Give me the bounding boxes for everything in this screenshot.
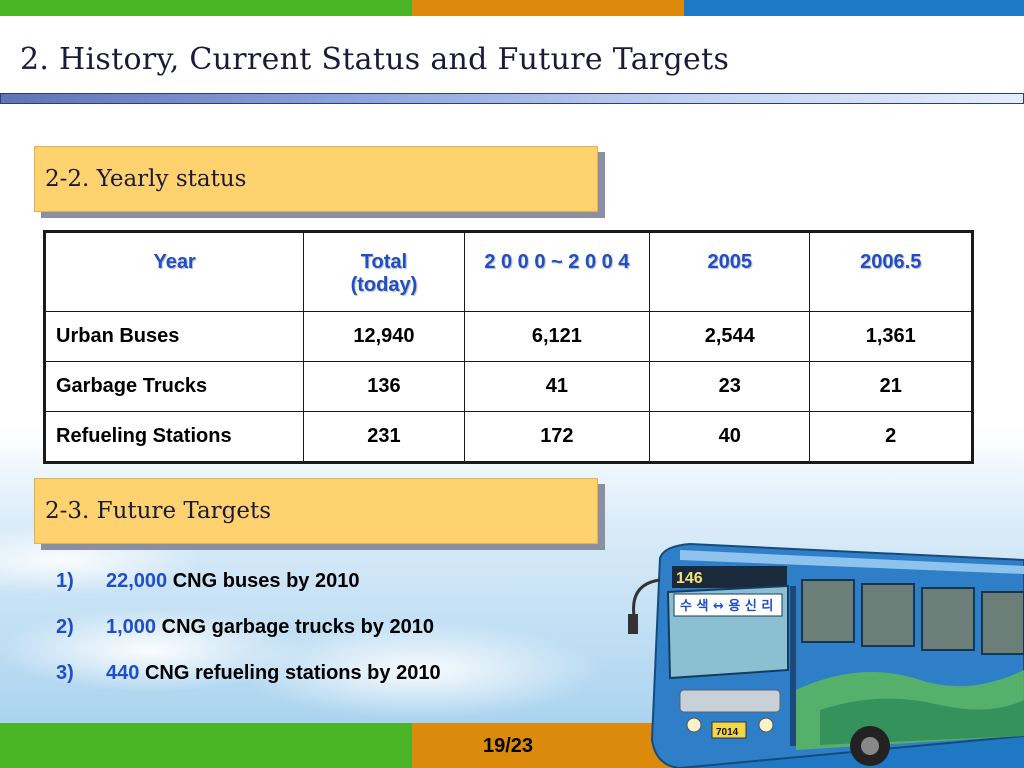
destination-sign-front	[673, 593, 783, 617]
license-plate	[711, 721, 747, 739]
cell-2000-2004: 6,121	[463, 311, 651, 362]
future-targets-heading: 2-3. Future Targets	[45, 498, 272, 524]
header-2005: 2005	[649, 231, 811, 312]
list-item: 2) 1,000 CNG garbage trucks by 2010	[56, 616, 441, 662]
top-bar-blue	[684, 0, 1024, 16]
future-targets-list: 1) 22,000 CNG buses by 2010 2) 1,000 CNG g…	[56, 570, 441, 708]
bus-illustration: 146 수 색 ↔ 용 신 리 7014	[628, 542, 1024, 768]
list-item: 3) 440 CNG refueling stations by 2010	[56, 662, 441, 708]
bottom-bar-green	[0, 723, 412, 768]
table-header-row: Year Total (today) 2 0 0 0 ~ 2 0 0 4 2005…	[43, 231, 973, 312]
cell-2005: 23	[649, 361, 811, 412]
slide-title: 2. History, Current Status and Future Ta…	[20, 42, 730, 77]
header-total-line2: (today)	[350, 274, 418, 296]
future-targets-heading-box: 2-3. Future Targets	[34, 478, 598, 544]
yearly-status-heading: 2-2. Yearly status	[45, 166, 247, 192]
header-2000-2004: 2 0 0 0 ~ 2 0 0 4	[463, 231, 651, 312]
row-label: Urban Buses	[43, 311, 305, 362]
header-year: Year	[43, 231, 305, 312]
top-color-bar	[0, 0, 1024, 16]
plate-number: 7014	[716, 727, 739, 738]
table-row: Refueling Stations 231 172 40 2	[43, 411, 973, 463]
yearly-status-heading-box: 2-2. Yearly status	[34, 146, 598, 212]
item-text: CNG garbage trucks by 2010	[161, 616, 434, 638]
header-2006-5: 2006.5	[809, 231, 973, 312]
cell-2000-2004: 41	[463, 361, 651, 412]
item-value: 22,000	[106, 570, 168, 592]
top-bar-green	[0, 0, 412, 16]
row-label: Refueling Stations	[43, 411, 305, 463]
header-total-line1: Total	[360, 251, 408, 273]
item-value: 440	[106, 662, 140, 684]
destination-sign-top	[672, 566, 787, 588]
table-row: Urban Buses 12,940 6,121 2,544 1,361	[43, 311, 973, 362]
destination-text: 수 색 ↔ 용 신 리	[680, 598, 773, 614]
item-number: 1)	[56, 570, 74, 592]
cell-2005: 2,544	[649, 311, 811, 362]
yearly-status-table: Year Total (today) 2 0 0 0 ~ 2 0 0 4 2005…	[43, 230, 974, 464]
item-number: 2)	[56, 616, 74, 638]
route-number: 146	[676, 570, 703, 587]
item-text: CNG refueling stations by 2010	[144, 662, 441, 684]
cell-2006-5: 1,361	[809, 311, 973, 362]
bottom-bar-orange	[412, 723, 684, 768]
cell-2006-5: 2	[809, 411, 973, 463]
item-value: 1,000	[106, 616, 157, 638]
cell-total: 136	[303, 361, 465, 412]
list-item: 1) 22,000 CNG buses by 2010	[56, 570, 441, 616]
top-bar-orange	[412, 0, 684, 16]
table-row: Garbage Trucks 136 41 23 21	[43, 361, 973, 412]
header-total: Total (today)	[303, 231, 465, 312]
page-number: 19/23	[482, 735, 534, 757]
cell-2006-5: 21	[809, 361, 973, 412]
cell-total: 12,940	[303, 311, 465, 362]
item-number: 3)	[56, 662, 74, 684]
title-underline	[0, 93, 1024, 104]
cell-2000-2004: 172	[463, 411, 651, 463]
item-text: CNG buses by 2010	[172, 570, 360, 592]
cell-2005: 40	[649, 411, 811, 463]
cell-total: 231	[303, 411, 465, 463]
row-label: Garbage Trucks	[43, 361, 305, 412]
